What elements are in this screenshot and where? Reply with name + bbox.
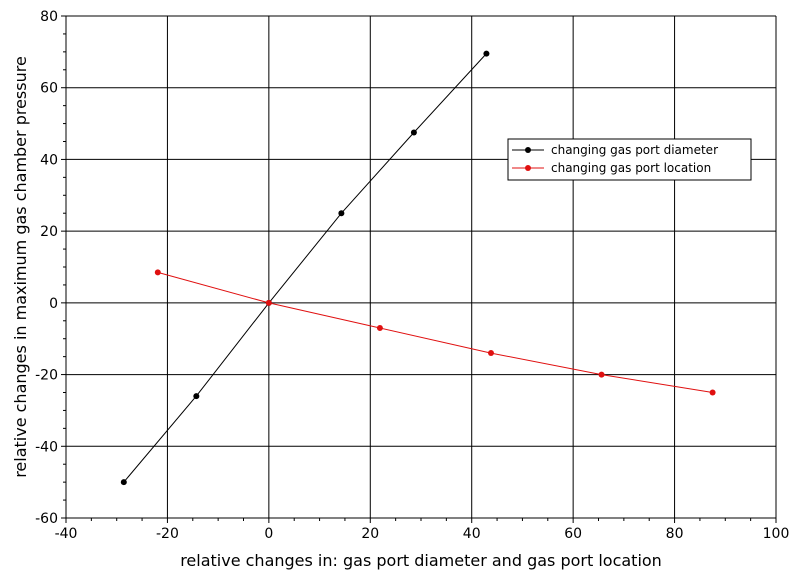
x-tick-label: -40	[55, 526, 78, 542]
data-point	[154, 269, 161, 276]
legend-label-location: changing gas port location	[551, 161, 711, 175]
data-point	[193, 393, 200, 400]
data-point	[338, 210, 345, 217]
y-tick-label: -20	[35, 368, 58, 384]
data-point	[598, 371, 605, 378]
legend-marker-diameter	[525, 147, 531, 153]
data-point	[120, 479, 127, 486]
y-axis-title: relative changes in maximum gas chamber …	[11, 56, 30, 478]
y-tick-label: 60	[40, 81, 58, 97]
x-tick-label: 0	[264, 526, 273, 542]
x-tick-labels: -40 -20 0 20 40 60 80 100	[55, 526, 790, 542]
y-tick-label: 0	[49, 296, 58, 312]
x-tick-label: 20	[361, 526, 379, 542]
x-tick-label: 60	[564, 526, 582, 542]
minor-ticks	[61, 15, 777, 523]
y-tick-label: 40	[40, 152, 58, 168]
data-point	[265, 299, 272, 306]
data-point	[410, 129, 417, 136]
legend-marker-location	[525, 165, 531, 171]
series-layer	[120, 50, 716, 486]
legend-box	[507, 138, 752, 181]
y-tick-label: 20	[40, 224, 58, 240]
grid-lines	[66, 15, 777, 518]
series-gas-port-location	[154, 269, 716, 396]
series-gas-port-diameter	[120, 50, 490, 486]
x-tick-label: 40	[463, 526, 481, 542]
data-point	[483, 50, 490, 57]
y-tick-label: -40	[35, 439, 58, 455]
x-tick-label: 100	[763, 526, 790, 542]
series-line	[157, 271, 713, 393]
y-tick-label: 80	[40, 9, 58, 25]
data-point	[487, 350, 494, 357]
legend-label-diameter: changing gas port diameter	[551, 143, 718, 157]
data-point	[376, 324, 383, 331]
x-tick-label: -20	[156, 526, 179, 542]
y-tick-labels: -60 -40 -20 0 20 40 60 80	[35, 9, 58, 527]
x-tick-label: 80	[666, 526, 684, 542]
y-tick-label: -60	[35, 511, 58, 527]
series-line	[123, 53, 487, 483]
data-point	[709, 389, 716, 396]
legend: changing gas port diameter changing gas …	[507, 138, 752, 181]
x-axis-title: relative changes in: gas port diameter a…	[180, 551, 662, 570]
